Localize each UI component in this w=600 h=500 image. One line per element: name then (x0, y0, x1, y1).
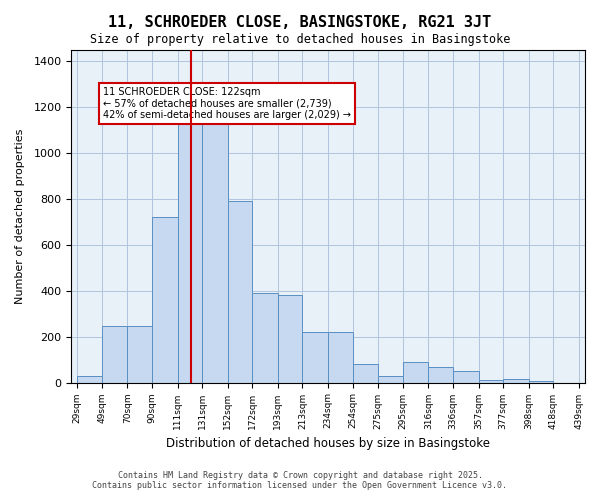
Y-axis label: Number of detached properties: Number of detached properties (15, 128, 25, 304)
Bar (453, 371, 479, 382)
Bar (202, 119, 228, 382)
Bar (403, 362, 428, 382)
Text: 11, SCHROEDER CLOSE, BASINGSTOKE, RG21 3JT: 11, SCHROEDER CLOSE, BASINGSTOKE, RG21 3… (109, 15, 491, 30)
Bar (152, 218, 178, 382)
Text: Size of property relative to detached houses in Basingstoke: Size of property relative to detached ho… (90, 32, 510, 46)
Bar (77, 376, 102, 382)
Bar (479, 380, 503, 382)
Bar (102, 326, 127, 382)
Text: Contains HM Land Registry data © Crown copyright and database right 2025.
Contai: Contains HM Land Registry data © Crown c… (92, 470, 508, 490)
Bar (178, 124, 202, 382)
Bar (302, 332, 328, 382)
Bar (278, 296, 302, 382)
Bar (378, 376, 403, 382)
Bar (328, 332, 353, 382)
Bar (228, 202, 252, 382)
Text: 11 SCHROEDER CLOSE: 122sqm
← 57% of detached houses are smaller (2,739)
42% of s: 11 SCHROEDER CLOSE: 122sqm ← 57% of deta… (103, 86, 351, 120)
Bar (127, 326, 152, 382)
Bar (428, 366, 453, 382)
Bar (353, 364, 378, 382)
X-axis label: Distribution of detached houses by size in Basingstoke: Distribution of detached houses by size … (166, 437, 490, 450)
Bar (252, 293, 278, 382)
Bar (503, 379, 529, 382)
